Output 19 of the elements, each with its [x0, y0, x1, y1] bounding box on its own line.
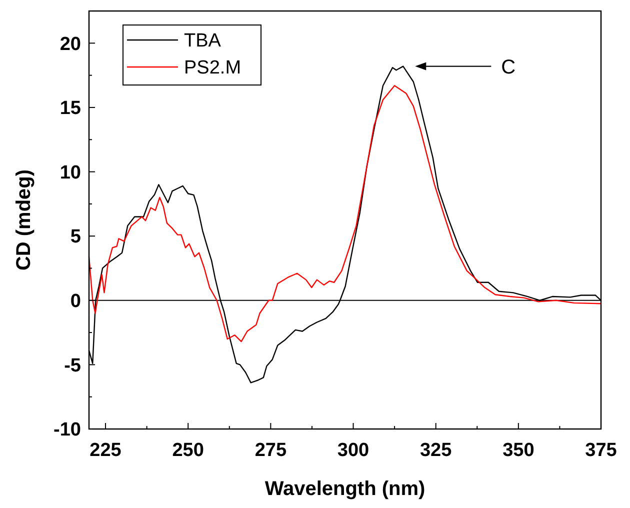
annotation: C [501, 56, 516, 78]
x-tick-label: 250 [172, 440, 204, 461]
x-axis-title: Wavelength (nm) [264, 478, 426, 500]
legend-label: PS2.M [184, 58, 242, 79]
y-tick-label: 15 [60, 98, 82, 120]
x-tick-label: 325 [420, 440, 452, 461]
x-tick-label: 350 [502, 440, 534, 461]
y-axis-title: CD (mdeg) [13, 169, 35, 271]
y-tick-label: -5 [64, 355, 82, 376]
x-tick-label: 300 [337, 440, 370, 461]
legend-label: TBA [184, 30, 222, 52]
y-tick-label: 0 [70, 291, 81, 312]
y-tick-label: -10 [54, 420, 81, 441]
y-tick-label: 10 [60, 162, 81, 184]
x-tick-label: 375 [585, 440, 618, 461]
y-tick-label: 5 [70, 226, 82, 248]
x-tick-label: 275 [254, 440, 287, 461]
y-tick-label: 20 [60, 34, 81, 55]
x-tick-label: 225 [90, 440, 122, 461]
